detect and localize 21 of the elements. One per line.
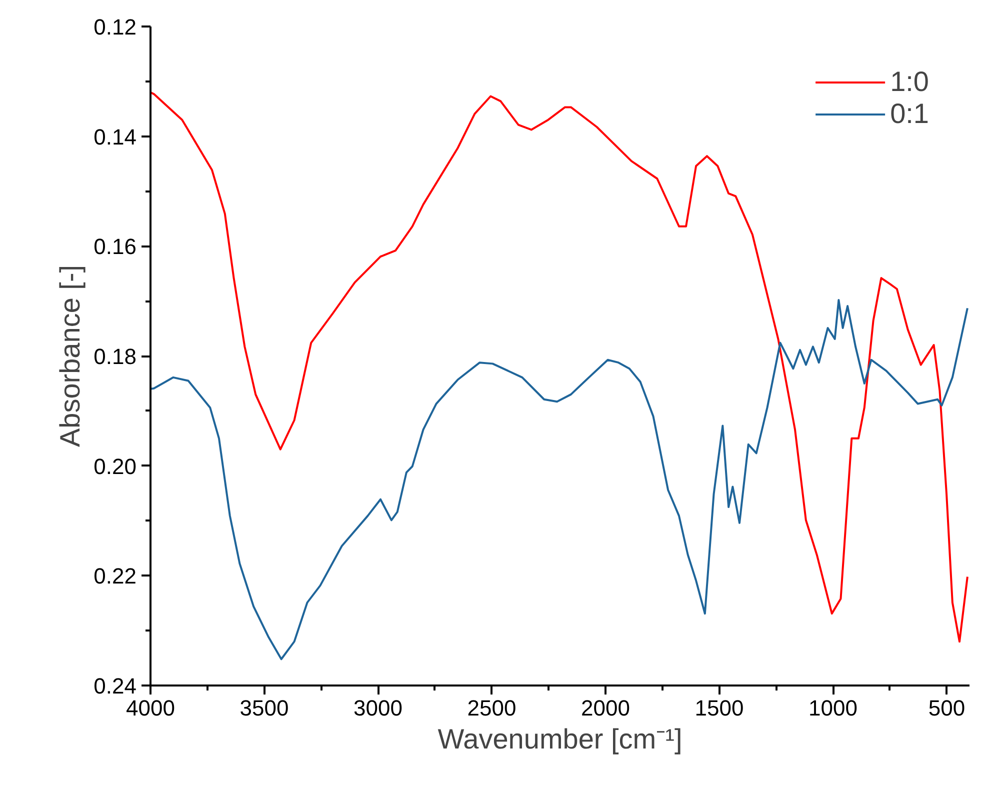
x-tick-label: 500 [928,696,966,720]
y-tick-label: 0.20 [94,454,137,479]
x-tick-label: 1000 [808,696,858,720]
x-tick-label: 4000 [126,696,175,720]
x-tick-label: 3500 [240,696,289,720]
y-tick-label: 0.18 [94,344,137,369]
y-tick-label: 0.16 [94,234,137,260]
x-tick-label: 2500 [467,696,516,720]
y-tick-label: 0.14 [94,124,137,150]
legend-label: 1:0 [890,66,929,98]
x-tick-label: 1500 [694,696,744,720]
x-tick-label: 2000 [581,696,630,720]
legend-label: 0:1 [890,98,929,130]
y-tick-label: 0.12 [94,14,137,40]
y-tick-label: 0.22 [94,564,137,589]
y-tick-label: 0.24 [94,674,137,698]
line-series [150,298,968,660]
x-axis-title: Wavenumber [cm⁻¹] [438,724,682,754]
y-axis-title: Absorbance [-] [54,264,86,448]
line-series [150,91,968,643]
x-tick-label: 3000 [354,696,402,720]
